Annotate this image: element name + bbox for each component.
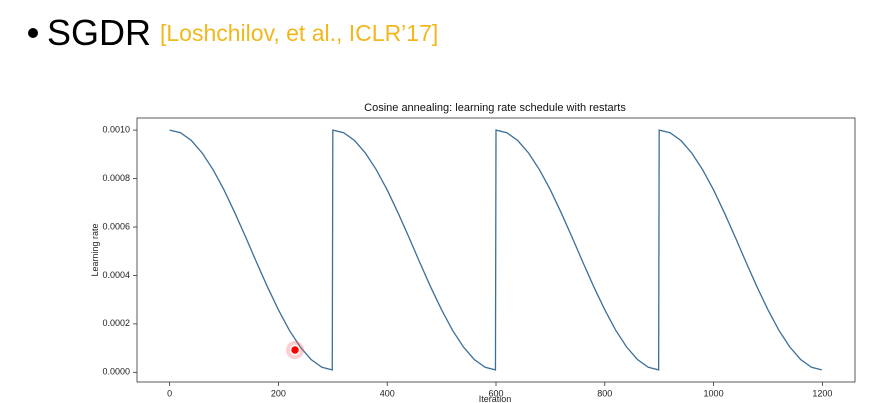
x-tick-label: 200 <box>271 388 286 398</box>
x-tick-label: 0 <box>167 388 172 398</box>
y-tick-label: 0.0000 <box>102 367 130 377</box>
slide-heading: SGDR <box>47 12 151 53</box>
x-tick-label: 800 <box>597 388 612 398</box>
y-axis-label: Learning rate <box>90 223 100 276</box>
citation: [Loshchilov, et al., ICLR’17] <box>160 20 438 46</box>
y-tick-label: 0.0004 <box>102 270 130 280</box>
y-tick-label: 0.0002 <box>102 318 130 328</box>
bullet-dot <box>28 28 38 38</box>
cursor <box>289 344 301 356</box>
y-tick-label: 0.0010 <box>102 124 130 134</box>
y-tick-label: 0.0006 <box>102 221 130 231</box>
plot: 0.0000 0.0002 0.0004 0.0006 0.0008 0.0010 0 200… <box>102 124 832 398</box>
x-axis-label: Iteration <box>479 394 512 403</box>
x-tick-label: 1200 <box>812 388 832 398</box>
chart-title: Cosine annealing: learning rate schedule… <box>364 102 626 114</box>
x-tick-label: 400 <box>380 388 395 398</box>
x-tick-label: 1000 <box>704 388 724 398</box>
plot-frame <box>136 117 856 383</box>
line <box>169 129 822 371</box>
x-tick-label: 600 <box>488 388 503 398</box>
y-tick-label: 0.0008 <box>102 173 130 183</box>
